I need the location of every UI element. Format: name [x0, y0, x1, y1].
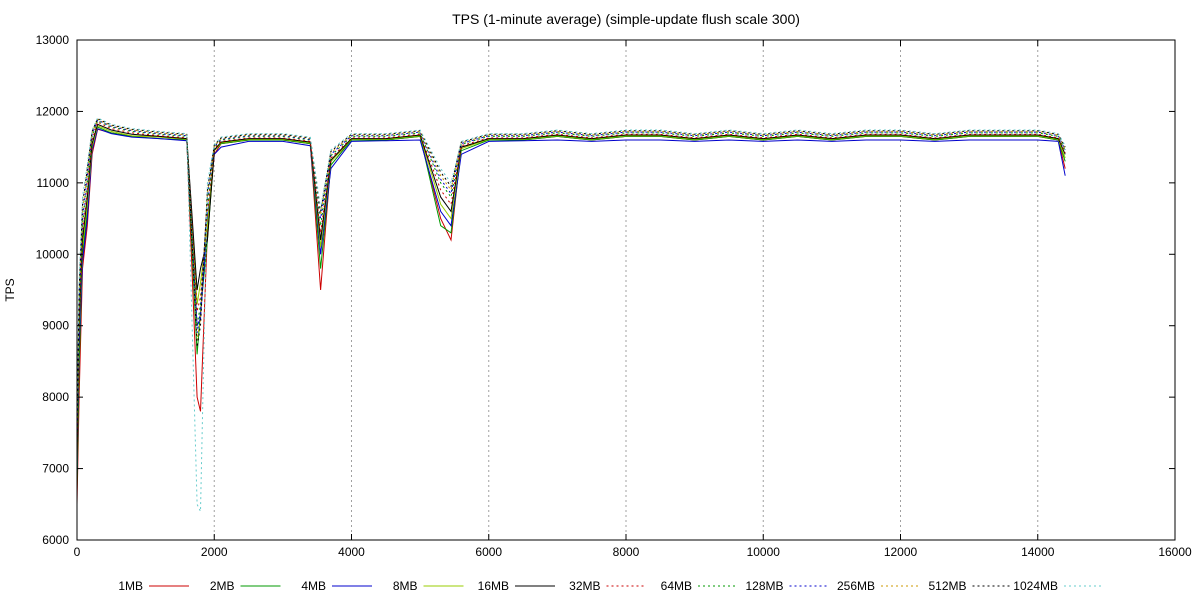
series-line-2MB: [76, 126, 1066, 491]
x-tick-label: 12000: [884, 545, 918, 559]
x-tick-label: 6000: [475, 545, 502, 559]
legend-label: 256MB: [837, 579, 875, 593]
y-tick-label: 11000: [37, 176, 70, 190]
legend-label: 1MB: [118, 579, 143, 593]
legend-label: 512MB: [928, 579, 966, 593]
x-tick-label: 2000: [201, 545, 228, 559]
series-line-1MB: [76, 128, 1066, 505]
x-grid: [213, 40, 1039, 540]
legend-label: 2MB: [210, 579, 235, 593]
series-line-128MB: [76, 119, 1066, 441]
legend-label: 128MB: [745, 579, 783, 593]
axis-ticks: 0 2000 4000 6000 8000 10000 12000 14000 16000 600…: [36, 33, 1192, 559]
y-axis-label: TPS: [3, 278, 17, 301]
series-line-8MB: [76, 125, 1066, 469]
y-tick-label: 13000: [36, 33, 70, 47]
x-tick-label: 14000: [1021, 545, 1055, 559]
legend-label: 32MB: [569, 579, 600, 593]
y-tick-label: 10000: [36, 247, 70, 261]
legend-label: 4MB: [301, 579, 326, 593]
legend-label: 8MB: [393, 579, 418, 593]
legend: 1MB 2MB 4MB 8MB 16MB 32MB 64MB 128MB 256MB 512MB 1…: [118, 579, 1104, 593]
series-line-512MB: [76, 117, 1066, 426]
y-tick-label: 7000: [42, 462, 69, 476]
x-tick-label: 10000: [747, 545, 781, 559]
x-tick-label: 8000: [613, 545, 640, 559]
legend-label: 64MB: [661, 579, 692, 593]
chart-title: TPS (1-minute average) (simple-update fl…: [452, 11, 800, 27]
y-tick-label: 12000: [36, 104, 70, 118]
series-layer: [76, 117, 1066, 512]
legend-label: 1024MB: [1013, 579, 1058, 593]
y-tick-label: 9000: [42, 319, 69, 333]
series-line-256MB: [76, 118, 1066, 433]
series-line-64MB: [76, 120, 1066, 448]
x-tick-label: 16000: [1158, 545, 1192, 559]
y-tick-label: 8000: [42, 390, 69, 404]
legend-label: 16MB: [478, 579, 509, 593]
y-tick-label: 6000: [42, 533, 69, 547]
x-tick-label: 0: [74, 545, 81, 559]
series-line-32MB: [76, 121, 1066, 455]
series-line-16MB: [76, 123, 1066, 462]
series-line-1024MB: [76, 117, 1066, 512]
x-tick-label: 4000: [338, 545, 365, 559]
series-line-4MB: [76, 127, 1066, 476]
